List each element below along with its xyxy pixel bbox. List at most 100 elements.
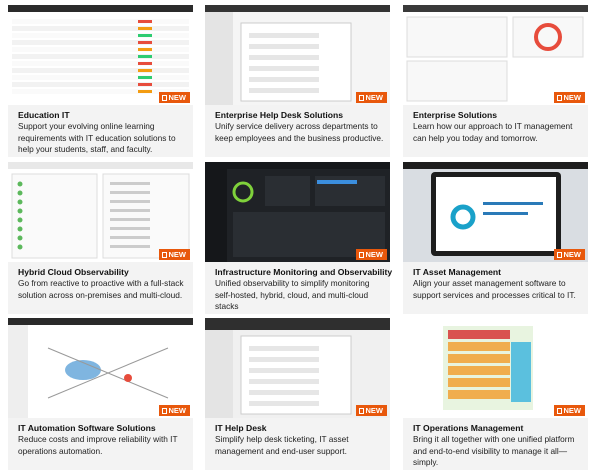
card-description: Simplify help desk ticketing, IT asset m… bbox=[215, 434, 349, 456]
thumb-shape bbox=[12, 68, 189, 73]
new-badge: NEW bbox=[553, 405, 585, 416]
thumb-shape bbox=[138, 48, 152, 51]
badge-text: NEW bbox=[168, 406, 187, 415]
new-badge: NEW bbox=[553, 249, 585, 260]
thumb-shape bbox=[110, 227, 150, 230]
thumb-shape bbox=[448, 390, 510, 399]
thumbnail: NEW bbox=[8, 162, 193, 262]
product-card[interactable]: NEW Education IT Support your evolving onl… bbox=[8, 5, 193, 157]
thumb-shape bbox=[448, 378, 510, 387]
thumb-shape bbox=[138, 41, 152, 44]
card-description: Bring it all together with one unified p… bbox=[413, 434, 575, 467]
product-card[interactable]: NEW IT Automation Software Solutions Reduc… bbox=[8, 318, 193, 470]
card-title[interactable]: IT Operations Management bbox=[413, 423, 524, 433]
card-description: Reduce costs and improve reliability wit… bbox=[18, 434, 178, 456]
thumb-shape bbox=[12, 40, 189, 45]
card-description: Unified observability to simplify monito… bbox=[215, 278, 370, 311]
card-title[interactable]: Education IT bbox=[18, 110, 70, 120]
new-badge: NEW bbox=[355, 405, 387, 416]
thumbnail-image bbox=[8, 162, 193, 262]
thumb-shape bbox=[110, 200, 150, 203]
card-description: Unify service delivery across department… bbox=[215, 121, 384, 143]
thumb-shape bbox=[12, 82, 189, 87]
badge-text: NEW bbox=[168, 250, 187, 259]
card-description: Go from reactive to proactive with a ful… bbox=[18, 278, 184, 300]
thumb-shape bbox=[110, 218, 150, 221]
thumb-shape bbox=[17, 181, 23, 187]
thumb-shape bbox=[249, 33, 319, 38]
thumb-shape bbox=[249, 44, 319, 49]
thumbnail-image bbox=[205, 318, 390, 418]
badge-text: NEW bbox=[365, 406, 384, 415]
thumbnail: NEW bbox=[403, 318, 588, 418]
product-card[interactable]: NEW IT Asset Management Align your asset m… bbox=[403, 162, 588, 314]
thumb-shape bbox=[12, 33, 189, 38]
thumb-shape bbox=[249, 66, 319, 71]
product-card[interactable]: NEW IT Help Desk Simplify help desk ticket… bbox=[205, 318, 390, 470]
thumb-shape bbox=[102, 173, 190, 259]
thumb-shape bbox=[110, 182, 150, 185]
thumb-shape bbox=[406, 16, 508, 58]
thumb-shape bbox=[249, 368, 319, 373]
thumb-shape bbox=[205, 12, 233, 105]
product-card[interactable]: NEW Hybrid Cloud Observability Go from rea… bbox=[8, 162, 193, 314]
thumbnail-image bbox=[8, 5, 193, 105]
product-card[interactable]: NEW IT Operations Management Bring it all … bbox=[403, 318, 588, 470]
thumb-shape bbox=[12, 75, 189, 80]
product-card[interactable]: NEW Enterprise Solutions Learn how our app… bbox=[403, 5, 588, 157]
card-title[interactable]: Enterprise Help Desk Solutions bbox=[215, 110, 343, 120]
thumb-shape bbox=[138, 27, 152, 30]
card-title[interactable]: IT Automation Software Solutions bbox=[18, 423, 156, 433]
badge-icon bbox=[556, 94, 562, 101]
thumbnail-image bbox=[403, 5, 588, 105]
thumbnail-image bbox=[205, 162, 390, 262]
thumb-shape bbox=[205, 318, 390, 330]
badge-icon bbox=[556, 251, 562, 258]
card-title[interactable]: IT Help Desk bbox=[215, 423, 267, 433]
product-card[interactable]: NEW Enterprise Help Desk Solutions Unify s… bbox=[205, 5, 390, 157]
new-badge: NEW bbox=[158, 249, 190, 260]
card-title[interactable]: IT Asset Management bbox=[413, 267, 502, 277]
thumb-shape bbox=[110, 236, 150, 239]
new-badge: NEW bbox=[355, 92, 387, 103]
card-title[interactable]: Enterprise Solutions bbox=[413, 110, 498, 120]
thumb-shape bbox=[450, 204, 476, 230]
thumb-shape bbox=[403, 5, 588, 12]
badge-text: NEW bbox=[563, 406, 582, 415]
thumb-shape bbox=[124, 374, 132, 382]
thumb-shape bbox=[448, 330, 510, 339]
thumb-shape bbox=[17, 244, 23, 250]
thumb-shape bbox=[12, 19, 189, 24]
badge-icon bbox=[161, 407, 167, 414]
thumb-shape bbox=[249, 379, 319, 384]
thumb-shape bbox=[12, 61, 189, 66]
thumb-shape bbox=[17, 235, 23, 241]
thumb-shape bbox=[47, 347, 169, 399]
thumb-shape bbox=[534, 23, 562, 51]
thumbnail: NEW bbox=[403, 162, 588, 262]
thumb-shape bbox=[65, 360, 101, 380]
thumb-shape bbox=[17, 208, 23, 214]
thumb-shape bbox=[110, 245, 150, 248]
thumb-shape bbox=[403, 162, 588, 169]
thumb-shape bbox=[249, 401, 319, 406]
thumb-shape bbox=[17, 226, 23, 232]
badge-icon bbox=[358, 251, 364, 258]
thumb-shape bbox=[232, 181, 254, 203]
card-title[interactable]: Infrastructure Monitoring and Observabil… bbox=[215, 267, 393, 277]
badge-text: NEW bbox=[365, 250, 384, 259]
badge-text: NEW bbox=[563, 93, 582, 102]
card-description: Support your evolving online learning re… bbox=[18, 121, 176, 154]
new-badge: NEW bbox=[355, 249, 387, 260]
new-badge: NEW bbox=[553, 92, 585, 103]
thumb-shape bbox=[205, 169, 227, 262]
thumb-shape bbox=[138, 90, 152, 93]
thumb-shape bbox=[448, 342, 510, 351]
thumb-shape bbox=[483, 202, 543, 205]
thumb-shape bbox=[12, 26, 189, 31]
card-description: Align your asset management software to … bbox=[413, 278, 576, 300]
thumbnail-image bbox=[403, 162, 588, 262]
thumb-shape bbox=[8, 162, 193, 169]
card-title[interactable]: Hybrid Cloud Observability bbox=[18, 267, 129, 277]
product-card[interactable]: NEW Infrastructure Monitoring and Observa… bbox=[205, 162, 393, 314]
